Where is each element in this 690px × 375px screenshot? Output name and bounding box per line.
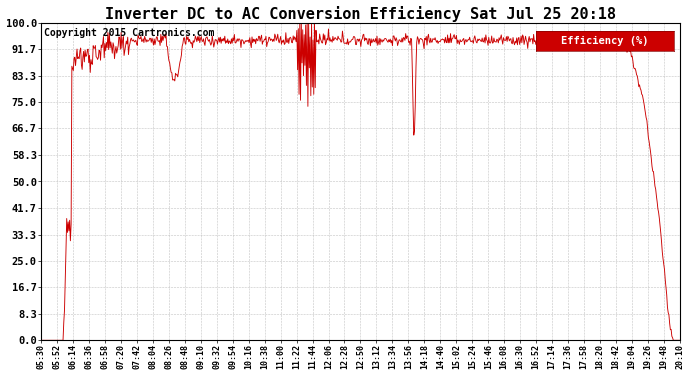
Title: Inverter DC to AC Conversion Efficiency Sat Jul 25 20:18: Inverter DC to AC Conversion Efficiency … <box>105 6 616 21</box>
Text: Copyright 2015 Cartronics.com: Copyright 2015 Cartronics.com <box>44 27 215 38</box>
